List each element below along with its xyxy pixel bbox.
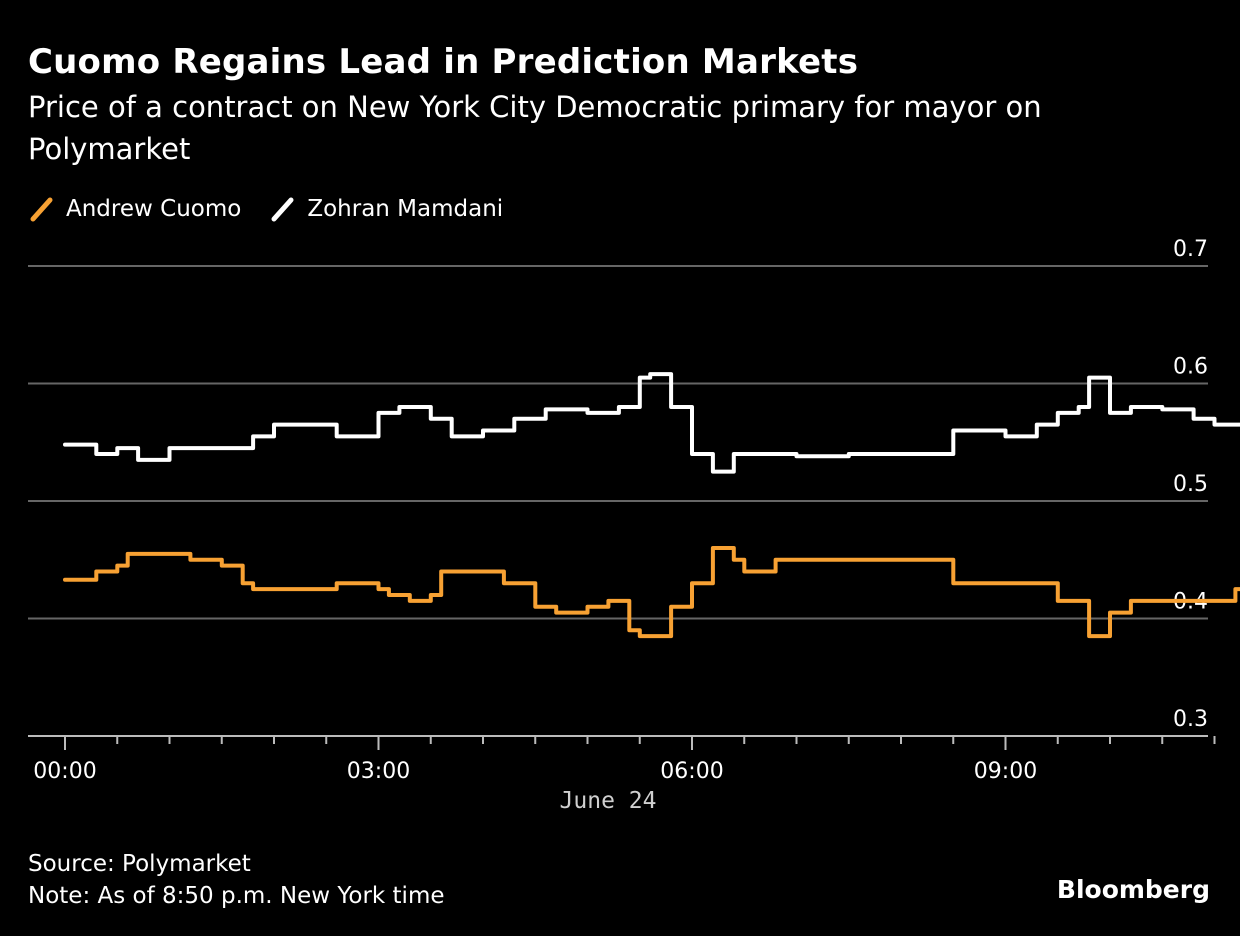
chart-title: Cuomo Regains Lead in Prediction Markets (28, 42, 859, 82)
legend-swatch-cuomo-icon (30, 197, 53, 222)
y-tick-label: 0.7 (1173, 237, 1208, 262)
series-lines (63, 372, 1240, 639)
x-tick-label: 06:00 (660, 759, 723, 784)
footer: Source: Polymarket Note: As of 8:50 p.m.… (28, 848, 445, 912)
y-tick-labels: 0.30.40.50.60.7 (1173, 237, 1208, 732)
legend-swatch-mamdani-stroke (271, 197, 294, 222)
source-note: Source: Polymarket (28, 851, 251, 877)
chart-subtitle: Price of a contract on New York City Dem… (28, 90, 1042, 166)
x-axis-date-label: June 24 (560, 788, 657, 814)
legend-item-cuomo: Andrew Cuomo (28, 194, 241, 224)
time-note: Note: As of 8:50 p.m. New York time (28, 883, 445, 909)
legend-swatch-cuomo-stroke (30, 197, 53, 222)
x-tick-label: 00:00 (33, 759, 96, 784)
legend: Andrew Cuomo Zohran Mamdani (28, 192, 531, 226)
legend-label-mamdani: Zohran Mamdani (307, 196, 504, 222)
series-line-mamdani (63, 372, 1240, 474)
gridlines (28, 265, 1208, 620)
legend-label-cuomo: Andrew Cuomo (66, 196, 242, 222)
series-line-cuomo (63, 546, 1240, 639)
y-tick-label: 0.3 (1173, 707, 1208, 732)
x-tick-label: 03:00 (347, 759, 410, 784)
x-tick-label: 09:00 (974, 759, 1037, 784)
legend-swatch-mamdani-icon (271, 197, 294, 222)
y-tick-label: 0.5 (1173, 472, 1208, 497)
bloomberg-logo: Bloomberg (1056, 875, 1210, 904)
y-tick-label: 0.6 (1173, 355, 1208, 380)
legend-item-mamdani: Zohran Mamdani (269, 194, 503, 224)
